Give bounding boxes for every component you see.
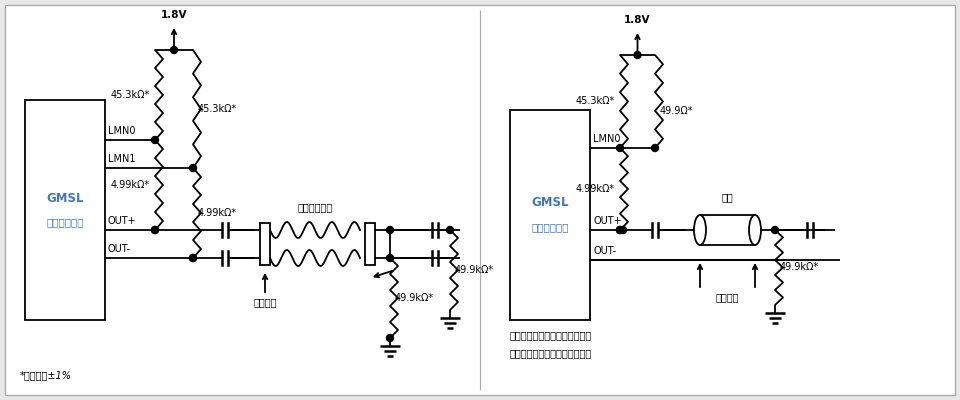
Text: OUT+: OUT+ <box>593 216 622 226</box>
Circle shape <box>387 334 394 342</box>
Text: *許容誤差±1%: *許容誤差±1% <box>20 370 72 380</box>
Text: 4.99kΩ*: 4.99kΩ* <box>110 180 150 190</box>
Ellipse shape <box>694 215 706 245</box>
Circle shape <box>616 226 623 234</box>
Circle shape <box>152 226 158 234</box>
Text: OUT+: OUT+ <box>108 216 136 226</box>
Text: 45.3kΩ*: 45.3kΩ* <box>576 96 615 106</box>
Text: 未接続のままにしてください。: 未接続のままにしてください。 <box>510 348 592 358</box>
Text: LMN0: LMN0 <box>593 134 620 144</box>
Bar <box>510 110 590 320</box>
Text: GMSL: GMSL <box>531 196 568 210</box>
Text: LMN1: LMN1 <box>108 154 135 164</box>
Circle shape <box>616 226 623 234</box>
Circle shape <box>772 226 779 234</box>
Text: 45.3kΩ*: 45.3kΩ* <box>198 104 237 114</box>
Text: ツイストペア: ツイストペア <box>298 202 332 212</box>
Text: 1.8V: 1.8V <box>160 10 187 20</box>
Circle shape <box>171 46 178 54</box>
Text: OUT-: OUT- <box>593 246 616 256</box>
Ellipse shape <box>749 215 761 245</box>
Circle shape <box>152 136 158 144</box>
Circle shape <box>152 226 158 234</box>
Circle shape <box>387 226 394 234</box>
Text: 49.9kΩ*: 49.9kΩ* <box>780 262 819 272</box>
Bar <box>260 223 270 265</box>
Circle shape <box>616 144 623 152</box>
Text: 49.9kΩ*: 49.9kΩ* <box>395 293 434 303</box>
Circle shape <box>189 254 197 262</box>
Text: 4.99kΩ*: 4.99kΩ* <box>576 184 615 194</box>
Circle shape <box>634 52 641 58</box>
Text: コネクタ: コネクタ <box>253 297 276 307</box>
Text: GMSL: GMSL <box>46 192 84 204</box>
Circle shape <box>189 164 197 172</box>
Bar <box>700 215 755 245</box>
Circle shape <box>387 254 394 262</box>
Text: 同軸: 同軸 <box>722 192 733 202</box>
Text: 49.9Ω*: 49.9Ω* <box>660 106 693 116</box>
Text: シリアライザ: シリアライザ <box>531 222 568 232</box>
Circle shape <box>619 226 627 234</box>
Text: 4.99kΩ*: 4.99kΩ* <box>198 208 237 218</box>
Text: 49.9kΩ*: 49.9kΩ* <box>455 265 494 275</box>
Circle shape <box>652 144 659 152</box>
Bar <box>365 223 375 265</box>
Circle shape <box>446 226 453 234</box>
Text: 1.8V: 1.8V <box>624 15 651 25</box>
Text: コネクタ: コネクタ <box>716 292 739 302</box>
Text: OUT-: OUT- <box>108 244 132 254</box>
Text: 未使用のラインフォルト入力は: 未使用のラインフォルト入力は <box>510 330 592 340</box>
Text: LMN0: LMN0 <box>108 126 135 136</box>
Bar <box>25 100 105 320</box>
Text: シリアライザ: シリアライザ <box>46 217 84 227</box>
Circle shape <box>189 254 197 262</box>
Text: 45.3kΩ*: 45.3kΩ* <box>110 90 150 100</box>
